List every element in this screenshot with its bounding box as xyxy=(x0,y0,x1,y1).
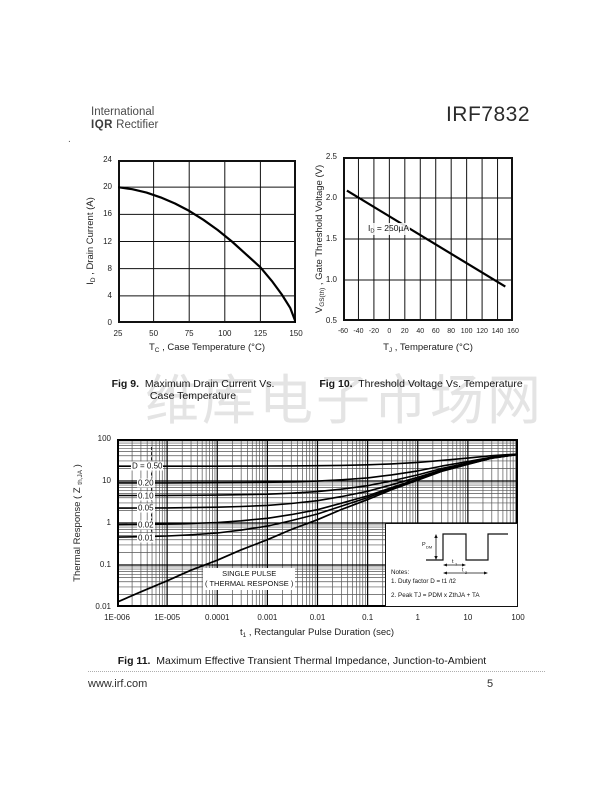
duty-factor-label: 0.05 xyxy=(137,503,155,513)
tick-label: 120 xyxy=(476,328,488,335)
tick-label: 1.5 xyxy=(325,234,337,243)
fig9-plot xyxy=(118,160,296,323)
tick-label: 1.0 xyxy=(325,275,337,284)
duty-factor-label: D = 0.50 xyxy=(131,461,164,471)
fig10-caption: Fig 10. Threshold Voltage Vs. Temperatur… xyxy=(319,378,523,390)
fig11-x-axis-label: t1 , Rectangular Pulse Duration (sec) xyxy=(239,627,395,639)
tick-label: 16 xyxy=(103,209,112,219)
t1-sub: 1 xyxy=(455,562,458,567)
inset-notes-title: Notes: xyxy=(391,569,410,576)
tick-label: 0 xyxy=(387,328,392,335)
tick-label: 10 xyxy=(463,613,473,622)
single-pulse-label: SINGLE PULSE ( THERMAL RESPONSE ) xyxy=(203,568,296,591)
curve-gate threshold voltage xyxy=(346,189,506,288)
tick-label: 0.001 xyxy=(257,613,278,622)
fig10-annotation: ID = 250µA xyxy=(367,223,410,235)
fig10-y-axis-label: VGS(th) , Gate Threshold Voltage (V) xyxy=(314,164,326,314)
tick-label: 100 xyxy=(97,434,111,443)
curve-single-pulse xyxy=(117,453,518,603)
tick-label: 150 xyxy=(289,329,303,338)
duty-factor-label: 0.20 xyxy=(137,478,155,488)
fig10-plot xyxy=(343,157,513,321)
curve-duty-0.1 xyxy=(117,453,518,497)
footer-rule xyxy=(88,671,545,672)
tick-label: -60 xyxy=(337,328,349,335)
tick-label: 2.0 xyxy=(325,193,337,202)
tick-label: 0.5 xyxy=(325,316,337,325)
duty-factor-label: 0.10 xyxy=(137,491,155,501)
fig9-x-axis-label: TC , Case Temperature (°C) xyxy=(148,342,266,354)
tick-label: 1E-006 xyxy=(104,613,130,622)
pdm-label: P xyxy=(422,542,426,548)
watermark: 维库电子市场网 xyxy=(145,371,544,431)
duty-factor-label: 0.02 xyxy=(137,520,155,530)
tick-label: 8 xyxy=(107,263,112,273)
pulse-t2-span: t 2 xyxy=(443,568,488,575)
tick-label: 4 xyxy=(107,290,112,300)
fig10-x-axis-label: TJ , Temperature (°C) xyxy=(383,342,473,354)
tick-label: 0.1 xyxy=(99,560,111,569)
tick-label: 160 xyxy=(507,328,519,335)
brand-logo: International IQR Rectifier xyxy=(91,106,158,131)
tick-label: 140 xyxy=(491,328,504,335)
tick-label: 75 xyxy=(184,329,194,338)
tick-label: 1 xyxy=(415,613,420,622)
tick-label: 100 xyxy=(460,328,473,335)
footer-page-number: 5 xyxy=(487,678,494,690)
tick-label: 50 xyxy=(149,329,159,338)
stray-dot: . xyxy=(68,134,71,145)
tick-label: 2.5 xyxy=(325,152,337,161)
tick-label: 0 xyxy=(107,318,112,327)
tick-label: 0.1 xyxy=(362,613,374,622)
fig11-notes-inset: P DM t 1 t 2 Notes: 1. Duty factor D = t… xyxy=(385,523,518,607)
tick-label: 20 xyxy=(400,328,409,335)
tick-label: 1 xyxy=(106,518,111,527)
brand-ior-logo: IQR xyxy=(91,118,113,131)
tick-label: 12 xyxy=(103,236,112,246)
t2-label: t xyxy=(462,568,464,574)
t1-label: t xyxy=(452,559,454,565)
brand-line1: International xyxy=(91,106,155,118)
tick-label: -40 xyxy=(353,328,364,335)
curve-duty-0.2 xyxy=(117,453,518,484)
t2-sub: 2 xyxy=(465,570,468,575)
tick-label: 80 xyxy=(447,328,456,335)
pulse-waveform-diagram: P DM t 1 xyxy=(422,533,508,567)
curve-maximum drain current xyxy=(118,186,296,323)
tick-label: 25 xyxy=(113,329,123,338)
tick-label: 0.0001 xyxy=(205,613,230,622)
tick-label: 100 xyxy=(511,613,525,622)
tick-label: 0.01 xyxy=(309,613,326,622)
tick-label: 0.01 xyxy=(95,602,111,611)
tick-label: 20 xyxy=(103,182,112,192)
tick-label: 40 xyxy=(416,328,425,335)
fig11-y-axis-label: Thermal Response ( Z th,JA ) xyxy=(72,464,84,582)
fig11-caption: Fig 11. Maximum Effective Transient Ther… xyxy=(117,655,487,667)
inset-note-1: 1. Duty factor D = t1 /t2 xyxy=(391,578,456,585)
inset-note-2: 2. Peak TJ = PDM x ZthJA + TA xyxy=(391,592,480,599)
tick-label: 1E-005 xyxy=(154,613,181,622)
fig9-y-axis-label: ID , Drain Current (A) xyxy=(85,197,97,285)
part-number: IRF7832 xyxy=(445,103,530,126)
tick-label: 24 xyxy=(103,155,112,164)
brand-line2: Rectifier xyxy=(116,118,159,131)
tick-label: 125 xyxy=(253,329,268,338)
tick-label: 10 xyxy=(102,476,111,485)
duty-factor-label: 0.01 xyxy=(137,533,155,543)
tick-label: 100 xyxy=(218,329,232,338)
fig9-caption: Fig 9. Maximum Drain Current Vs. Case Te… xyxy=(111,378,275,402)
curve-duty-0.5 xyxy=(117,453,518,467)
tick-label: 60 xyxy=(431,328,440,335)
tick-label: -20 xyxy=(368,328,379,335)
footer-site: www.irf.com xyxy=(88,678,148,690)
pdm-sub: DM xyxy=(426,545,432,550)
